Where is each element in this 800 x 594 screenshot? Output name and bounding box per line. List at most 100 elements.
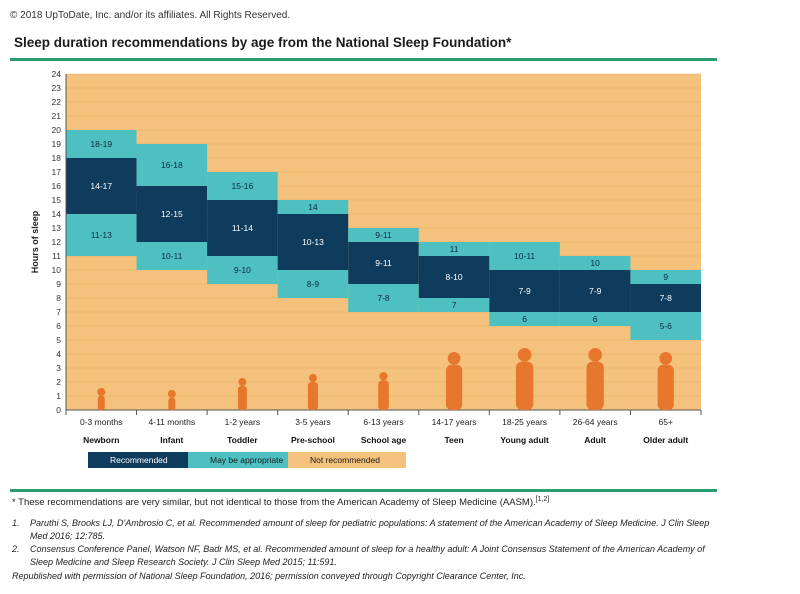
segment-label: 8-9 bbox=[307, 279, 320, 289]
legend-label: Not recommended bbox=[310, 455, 380, 465]
may-be-appropriate-bar bbox=[559, 312, 631, 326]
segment-label: 12-15 bbox=[161, 209, 183, 219]
y-tick-label: 6 bbox=[56, 321, 61, 331]
legend-swatch-may-be-appropriate bbox=[188, 452, 306, 468]
y-tick-label: 8 bbox=[56, 293, 61, 303]
x-tick-label-age: 1-2 years bbox=[225, 417, 260, 427]
segment-label: 10-11 bbox=[514, 251, 535, 261]
may-be-appropriate-bar bbox=[418, 298, 490, 312]
legend-swatch-not-recommended bbox=[288, 452, 406, 468]
reference-number: 1. bbox=[12, 518, 20, 528]
copyright-notice: © 2018 UpToDate, Inc. and/or its affilia… bbox=[10, 10, 291, 21]
legend-label: May be appropriate bbox=[210, 455, 284, 465]
segment-label: 15-16 bbox=[232, 181, 254, 191]
chart-title: Sleep duration recommendations by age fr… bbox=[14, 35, 512, 50]
person-silhouette-icon bbox=[657, 352, 674, 410]
segment-label: 14-17 bbox=[90, 181, 112, 191]
may-be-appropriate-bar bbox=[348, 284, 419, 312]
may-be-appropriate-bar bbox=[348, 228, 419, 242]
segment-label: 5-6 bbox=[660, 321, 673, 331]
may-be-appropriate-bar bbox=[277, 270, 349, 298]
may-be-appropriate-bar bbox=[66, 214, 137, 256]
y-tick-label: 14 bbox=[52, 209, 62, 219]
x-tick-label-group: Teen bbox=[444, 435, 463, 445]
footnote: * These recommendations are very similar… bbox=[12, 496, 549, 508]
sleep-chart: 0123456789101112131415161718192021222324… bbox=[30, 69, 702, 468]
x-tick-label-group: Newborn bbox=[83, 435, 119, 445]
y-tick-label: 7 bbox=[56, 307, 61, 317]
segment-label: 10-11 bbox=[161, 251, 182, 261]
may-be-appropriate-bar bbox=[136, 144, 208, 186]
y-tick-label: 13 bbox=[52, 223, 62, 233]
references: 1. Paruthi S, Brooks LJ, D'Ambrosio C, e… bbox=[12, 517, 712, 592]
y-tick-label: 20 bbox=[52, 125, 62, 135]
recommended-bar bbox=[630, 284, 701, 312]
segment-label: 8-10 bbox=[446, 272, 463, 282]
y-tick-label: 21 bbox=[52, 111, 62, 121]
person-silhouette-icon bbox=[237, 378, 247, 410]
y-tick-label: 4 bbox=[56, 349, 61, 359]
x-tick-label-age: 65+ bbox=[659, 417, 673, 427]
x-tick-label-age: 4-11 months bbox=[149, 417, 196, 427]
y-tick-label: 23 bbox=[52, 83, 62, 93]
segment-label: 11-13 bbox=[91, 230, 112, 240]
recommended-bar bbox=[277, 214, 349, 270]
y-tick-label: 3 bbox=[56, 363, 61, 373]
may-be-appropriate-bar bbox=[277, 200, 349, 214]
x-tick-label-group: Pre-school bbox=[291, 435, 335, 445]
y-axis-title: Hours of sleep bbox=[30, 210, 40, 273]
may-be-appropriate-bar bbox=[489, 242, 560, 270]
y-tick-label: 11 bbox=[52, 251, 61, 261]
x-tick-label-group: Infant bbox=[160, 435, 183, 445]
y-tick-label: 0 bbox=[56, 405, 61, 415]
segment-label: 11-14 bbox=[232, 223, 253, 233]
reference-item: 2. Consensus Conference Panel, Watson NF… bbox=[12, 543, 712, 569]
segment-label: 18-19 bbox=[90, 139, 112, 149]
person-silhouette-icon bbox=[167, 390, 176, 410]
y-tick-label: 22 bbox=[52, 97, 62, 107]
person-silhouette-icon bbox=[378, 372, 389, 410]
segment-label: 9-11 bbox=[375, 230, 392, 240]
person-silhouette-icon bbox=[445, 352, 463, 410]
person-silhouette-icon bbox=[515, 348, 534, 410]
title-rule bbox=[10, 58, 717, 61]
x-tick-label-age: 0-3 months bbox=[80, 417, 123, 427]
segment-label: 11 bbox=[450, 244, 459, 254]
chart-bottom-rule bbox=[10, 489, 717, 492]
segment-label: 6 bbox=[593, 314, 598, 324]
y-tick-label: 10 bbox=[52, 265, 62, 275]
recommended-bar bbox=[489, 270, 560, 312]
person-silhouette-icon bbox=[307, 374, 318, 410]
segment-label: 7-8 bbox=[660, 293, 673, 303]
segment-label: 10-13 bbox=[302, 237, 324, 247]
segment-label: 9-10 bbox=[234, 265, 251, 275]
may-be-appropriate-bar bbox=[489, 312, 560, 326]
may-be-appropriate-bar bbox=[559, 256, 631, 270]
y-tick-label: 16 bbox=[52, 181, 62, 191]
x-tick-label-age: 26-64 years bbox=[573, 417, 618, 427]
segment-label: 14 bbox=[308, 202, 318, 212]
x-tick-label-age: 3-5 years bbox=[295, 417, 330, 427]
legend-swatch-recommended bbox=[88, 452, 206, 468]
segment-label: 6 bbox=[522, 314, 527, 324]
x-tick-label-group: Toddler bbox=[227, 435, 258, 445]
footnote-text: * These recommendations are very similar… bbox=[12, 497, 536, 509]
recommended-bar bbox=[418, 256, 490, 298]
segment-label: 9 bbox=[663, 272, 668, 282]
y-tick-label: 12 bbox=[52, 237, 62, 247]
segment-label: 10 bbox=[590, 258, 600, 268]
person-silhouette-icon bbox=[586, 348, 604, 410]
footnote-refs: [1,2] bbox=[535, 496, 550, 503]
x-tick-label-group: Young adult bbox=[500, 435, 549, 445]
may-be-appropriate-bar bbox=[630, 270, 701, 284]
y-tick-label: 24 bbox=[52, 69, 62, 79]
republished-note: Republished with permission of National … bbox=[12, 571, 526, 581]
recommended-bar bbox=[559, 270, 631, 312]
y-tick-label: 5 bbox=[56, 335, 61, 345]
x-tick-label-group: School age bbox=[361, 435, 407, 445]
may-be-appropriate-bar bbox=[418, 242, 490, 256]
recommended-bar bbox=[348, 242, 419, 284]
recommended-bar bbox=[136, 186, 208, 242]
y-tick-label: 2 bbox=[56, 377, 61, 387]
reference-text: Consensus Conference Panel, Watson NF, B… bbox=[30, 544, 705, 567]
